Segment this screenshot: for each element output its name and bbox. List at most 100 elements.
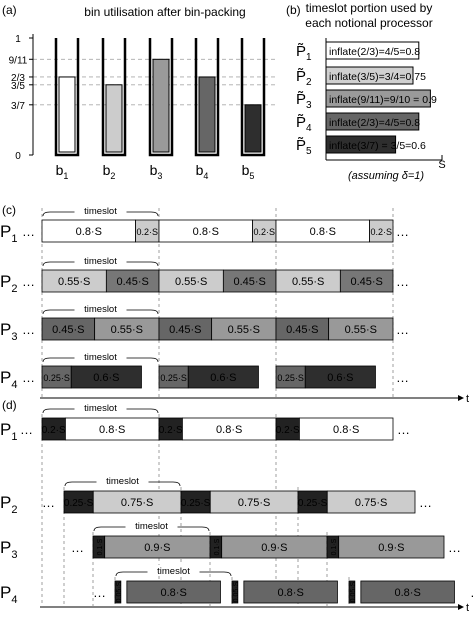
processor-label-base: P xyxy=(0,368,11,387)
schedule-segment xyxy=(339,269,394,293)
processor-label: P4 xyxy=(0,583,17,606)
ellipsis-right: … xyxy=(397,422,410,437)
panel-c-label: (c) xyxy=(2,203,16,217)
ellipsis-left: … xyxy=(42,495,55,510)
ellipsis-left: … xyxy=(22,224,35,239)
notional-proc-label: P̃4 xyxy=(296,114,312,134)
bin-label-sub: 4 xyxy=(203,171,208,181)
timeslot-label: timeslot xyxy=(84,352,117,363)
timeslot-label: timeslot xyxy=(157,566,190,577)
bin-outline xyxy=(240,38,266,157)
notional-proc-label: P̃2 xyxy=(296,68,312,88)
time-axis-arrow xyxy=(458,395,464,401)
segment-label: 0.8·S xyxy=(395,587,421,599)
bin-label: b2 xyxy=(103,162,116,181)
processor-label-base: P xyxy=(0,493,11,512)
ellipsis-right: … xyxy=(419,495,432,510)
bin-outline xyxy=(148,38,174,157)
reserved-segment xyxy=(348,580,356,604)
processor-label-sub: 2 xyxy=(11,283,17,295)
timeslot-label: timeslot xyxy=(84,403,117,414)
panel-b-title-line2: each notional processor xyxy=(305,16,432,30)
bin-label-sub: 5 xyxy=(249,171,254,181)
segment-label: 0.55·S xyxy=(292,276,324,288)
ellipsis-left: … xyxy=(71,540,84,555)
processor-label-sub: 3 xyxy=(11,331,17,343)
y-tick-label: 0 xyxy=(15,151,21,162)
processor-label-sub: 4 xyxy=(11,379,17,391)
reserved-label: 0.1·S xyxy=(214,538,221,555)
bin-label: b5 xyxy=(242,162,255,181)
segment-label: 0.75·S xyxy=(238,497,270,509)
reserved-label: 0.05·S xyxy=(233,581,240,602)
schedule-segment xyxy=(187,365,259,389)
timeslot-label: timeslot xyxy=(84,206,117,217)
schedule-segment xyxy=(298,417,394,441)
portion-label: inflate(2/3)=4/5=0.8 xyxy=(329,117,420,129)
timeslot-label-bg xyxy=(147,565,200,576)
notional-proc-label-base: P̃ xyxy=(296,137,306,154)
processor-label-sub: 2 xyxy=(11,504,17,516)
notional-proc-label: P̃3 xyxy=(296,91,312,111)
bin-label-base: b xyxy=(150,162,158,178)
notional-proc-label: P̃1 xyxy=(296,43,312,63)
ellipsis-right: … xyxy=(396,224,409,239)
bin-label-base: b xyxy=(56,162,64,178)
y-tick-label: 9/11 xyxy=(9,55,28,66)
timeslot-label-bg xyxy=(74,303,127,314)
portion-label: inflate(3/5)=3/4=0.75 xyxy=(329,71,426,83)
notional-proc-label-sub: 4 xyxy=(306,123,312,134)
panel-d-label: (d) xyxy=(2,398,17,412)
ellipsis-right: … xyxy=(448,540,461,555)
segment-label: 0.6·S xyxy=(93,372,119,384)
timeslot-label-bg xyxy=(74,351,127,362)
bin-label: b1 xyxy=(56,162,69,181)
processor-label: P2 xyxy=(0,272,17,295)
segment-label: 0.45·S xyxy=(350,276,382,288)
reserved-label: 0.1·S xyxy=(97,538,104,555)
panel-b-label: (b) xyxy=(286,3,301,17)
segment-label: 0.8·S xyxy=(310,226,336,238)
processor-label: P2 xyxy=(0,493,17,516)
schedule-segment xyxy=(338,535,445,559)
segment-label: 0.25·S xyxy=(43,373,70,383)
ellipsis-left: … xyxy=(22,322,35,337)
schedule-segment xyxy=(326,490,416,514)
bin-fill xyxy=(244,104,262,153)
segment-label: 0.8·S xyxy=(99,424,125,436)
segment-label: 0.45·S xyxy=(233,276,265,288)
segment-label: 0.75·S xyxy=(121,497,153,509)
segment-label: 0.45·S xyxy=(52,324,84,336)
ellipsis-left: … xyxy=(93,585,106,600)
time-axis-arrow xyxy=(458,604,464,610)
segment-label: 0.25·S xyxy=(277,373,304,383)
y-tick-label: 3/5 xyxy=(11,81,25,92)
segment-label: 0.55·S xyxy=(111,324,143,336)
notional-proc-label: P̃5 xyxy=(296,137,312,157)
segment-label: 0.55·S xyxy=(228,324,260,336)
panel-b-title-line1: timeslot portion used by xyxy=(306,1,433,15)
timeslot-label-bg xyxy=(125,520,178,531)
timeslot-label-bg xyxy=(74,402,127,413)
segment-label: 0.55·S xyxy=(58,276,90,288)
processor-label: P1 xyxy=(0,222,17,245)
panel-a-label: (a) xyxy=(2,3,17,17)
schedule-segment xyxy=(70,365,142,389)
segment-label: 0.8·S xyxy=(161,587,187,599)
ellipsis-right: … xyxy=(396,274,409,289)
segment-label: 0.2·S xyxy=(371,227,393,237)
segment-label: 0.8·S xyxy=(76,226,102,238)
processor-label-base: P xyxy=(0,420,11,439)
processor-label: P1 xyxy=(0,420,17,443)
segment-label: 0.6·S xyxy=(327,372,353,384)
processor-label-base: P xyxy=(0,583,11,602)
portion-label: inflate(2/3)=4/5=0.8 xyxy=(329,46,420,58)
segment-label: 0.6·S xyxy=(210,372,236,384)
bin-fill xyxy=(198,76,216,153)
portion-label: inflate(3/7) = 3/5=0.6 xyxy=(329,140,426,152)
notional-proc-label-base: P̃ xyxy=(296,114,306,131)
ellipsis-left: … xyxy=(20,422,33,437)
